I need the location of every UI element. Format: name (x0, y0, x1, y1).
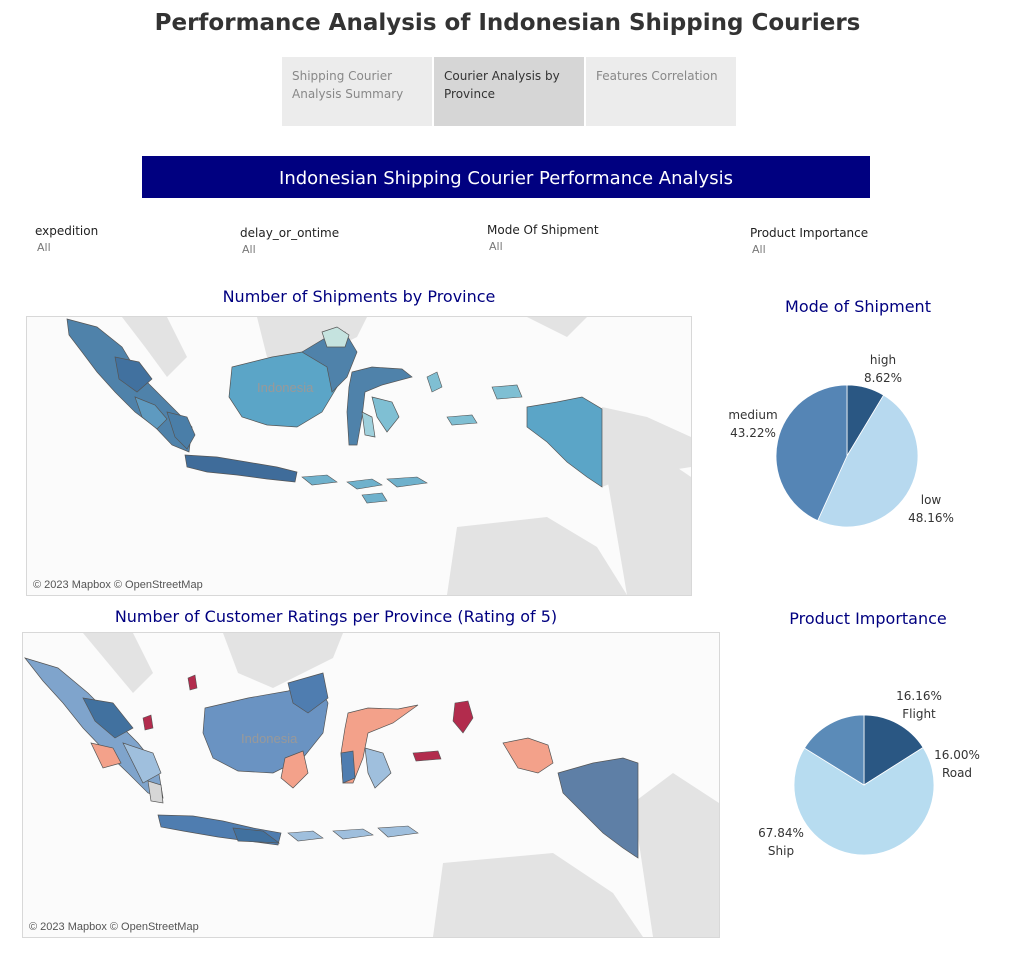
nusa-tenggara (301, 474, 428, 504)
filter-product-importance[interactable]: Product Importance All (750, 226, 868, 256)
pie2-label-ship: 67.84% Ship (758, 826, 804, 858)
sulawesi (340, 704, 419, 789)
filter-label: Product Importance (750, 226, 869, 240)
sumatra (66, 318, 196, 453)
pie-slice-low[interactable] (817, 394, 918, 527)
maluku (142, 674, 474, 762)
filter-expedition[interactable]: expedition All (35, 224, 98, 254)
pie1-title: Mode of Shipment (785, 297, 931, 316)
papua (526, 396, 603, 488)
sumatra (24, 657, 164, 804)
map-credit: © 2023 Mapbox © OpenStreetMap (33, 579, 203, 591)
map2-title: Number of Customer Ratings per Province … (114, 607, 558, 626)
filter-value[interactable]: All (489, 240, 503, 253)
filter-label: Mode Of Shipment (487, 223, 599, 237)
pie-slice-flight[interactable] (803, 715, 865, 786)
pie2-title: Product Importance (789, 609, 947, 628)
background-land (83, 633, 719, 937)
java (184, 454, 298, 483)
tab-courier-analysis-by-province[interactable]: Courier Analysis by Province (434, 57, 584, 126)
country-label: Indonesia (257, 380, 314, 395)
filter-value[interactable]: All (242, 243, 256, 256)
pie-slice-medium[interactable] (776, 385, 848, 522)
sulawesi (346, 366, 413, 446)
page-title: Performance Analysis of Indonesian Shipp… (154, 10, 861, 36)
pie1-label-low: low 48.16% (908, 493, 954, 525)
tab-shipping-courier-analysis-summary[interactable]: Shipping Courier Analysis Summary (282, 57, 432, 126)
pie-slice-road[interactable] (863, 715, 924, 786)
pie2-label-flight: 16.16% Flight (896, 689, 942, 721)
dashboard-banner: Indonesian Shipping Courier Performance … (142, 156, 870, 198)
nusa-tenggara (287, 825, 419, 842)
pie1-label-high: high 8.62% (863, 353, 903, 385)
papua (502, 737, 639, 859)
customer-ratings-by-province-map[interactable]: Indonesia © 2023 Mapbox © OpenStreetMap (22, 632, 720, 938)
mode-of-shipment-pie[interactable] (776, 385, 918, 527)
background-land (122, 317, 691, 595)
tab-features-correlation[interactable]: Features Correlation (586, 57, 736, 126)
pie1-label-medium: medium 43.22% (728, 408, 778, 440)
maluku (426, 371, 523, 426)
filter-value[interactable]: All (37, 241, 51, 254)
map-credit: © 2023 Mapbox © OpenStreetMap (29, 921, 199, 933)
filter-label: delay_or_ontime (240, 226, 340, 240)
filter-delay-or-ontime[interactable]: delay_or_ontime All (240, 226, 339, 256)
pie-slice-ship[interactable] (794, 746, 934, 855)
java (157, 814, 282, 846)
kalimantan (228, 326, 358, 428)
filter-value[interactable]: All (752, 243, 766, 256)
shipments-by-province-map[interactable]: Indonesia © 2023 Mapbox © OpenStreetMap (26, 316, 692, 596)
pie2-label-road: 16.00% Road (934, 748, 980, 780)
map1-title: Number of Shipments by Province (222, 287, 496, 306)
kalimantan (202, 672, 329, 789)
country-label: Indonesia (241, 731, 298, 746)
filter-mode-of-shipment[interactable]: Mode Of Shipment All (487, 223, 599, 253)
filter-label: expedition (35, 224, 99, 238)
product-importance-pie[interactable] (794, 715, 934, 855)
